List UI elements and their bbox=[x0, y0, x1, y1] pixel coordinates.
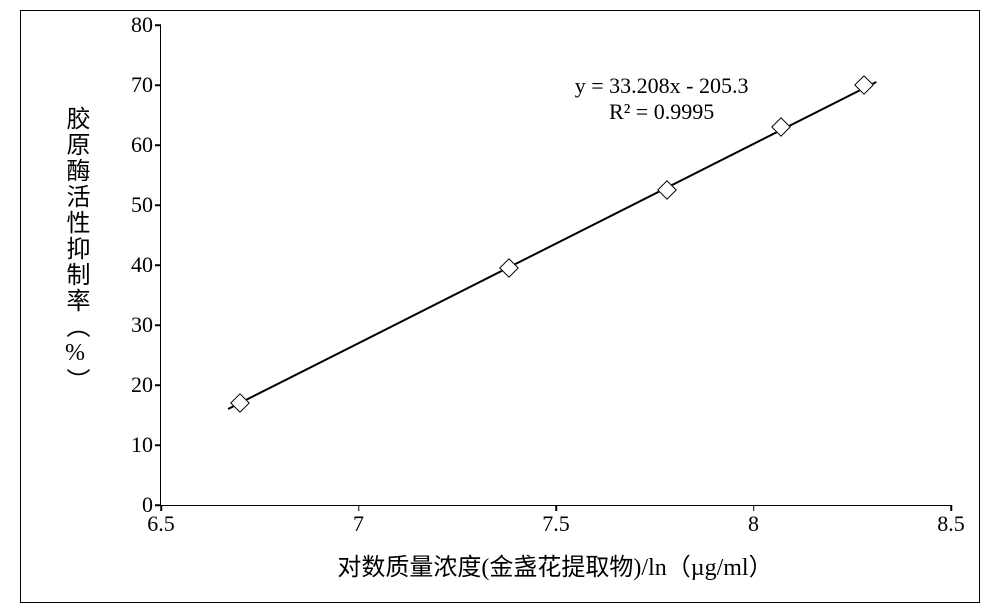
regression-equation: y = 33.208x - 205.3 bbox=[575, 73, 749, 99]
x-tick-mark bbox=[753, 505, 755, 511]
y-tick-mark bbox=[155, 24, 161, 26]
x-tick-mark bbox=[160, 505, 162, 511]
x-tick-mark bbox=[555, 505, 557, 511]
y-tick-mark bbox=[155, 84, 161, 86]
chart-container: 010203040506070806.577.588.5 胶原酶活性抑制率（%）… bbox=[0, 0, 1000, 613]
data-marker bbox=[499, 258, 519, 278]
x-axis-label: 对数质量浓度(金盏花提取物)/ln（µg/ml） bbox=[160, 547, 950, 582]
y-tick-mark bbox=[155, 384, 161, 386]
y-axis-label: 胶原酶活性抑制率（%） bbox=[58, 60, 93, 440]
x-tick-mark bbox=[358, 505, 360, 511]
regression-r2: R² = 0.9995 bbox=[575, 99, 749, 125]
plot-area: 010203040506070806.577.588.5 bbox=[160, 25, 951, 506]
y-tick-mark bbox=[155, 144, 161, 146]
y-tick-mark bbox=[155, 264, 161, 266]
y-tick-mark bbox=[155, 204, 161, 206]
x-tick-mark bbox=[950, 505, 952, 511]
y-tick-mark bbox=[155, 324, 161, 326]
regression-annotation: y = 33.208x - 205.3 R² = 0.9995 bbox=[575, 73, 749, 125]
data-marker bbox=[230, 393, 250, 413]
y-tick-mark bbox=[155, 444, 161, 446]
